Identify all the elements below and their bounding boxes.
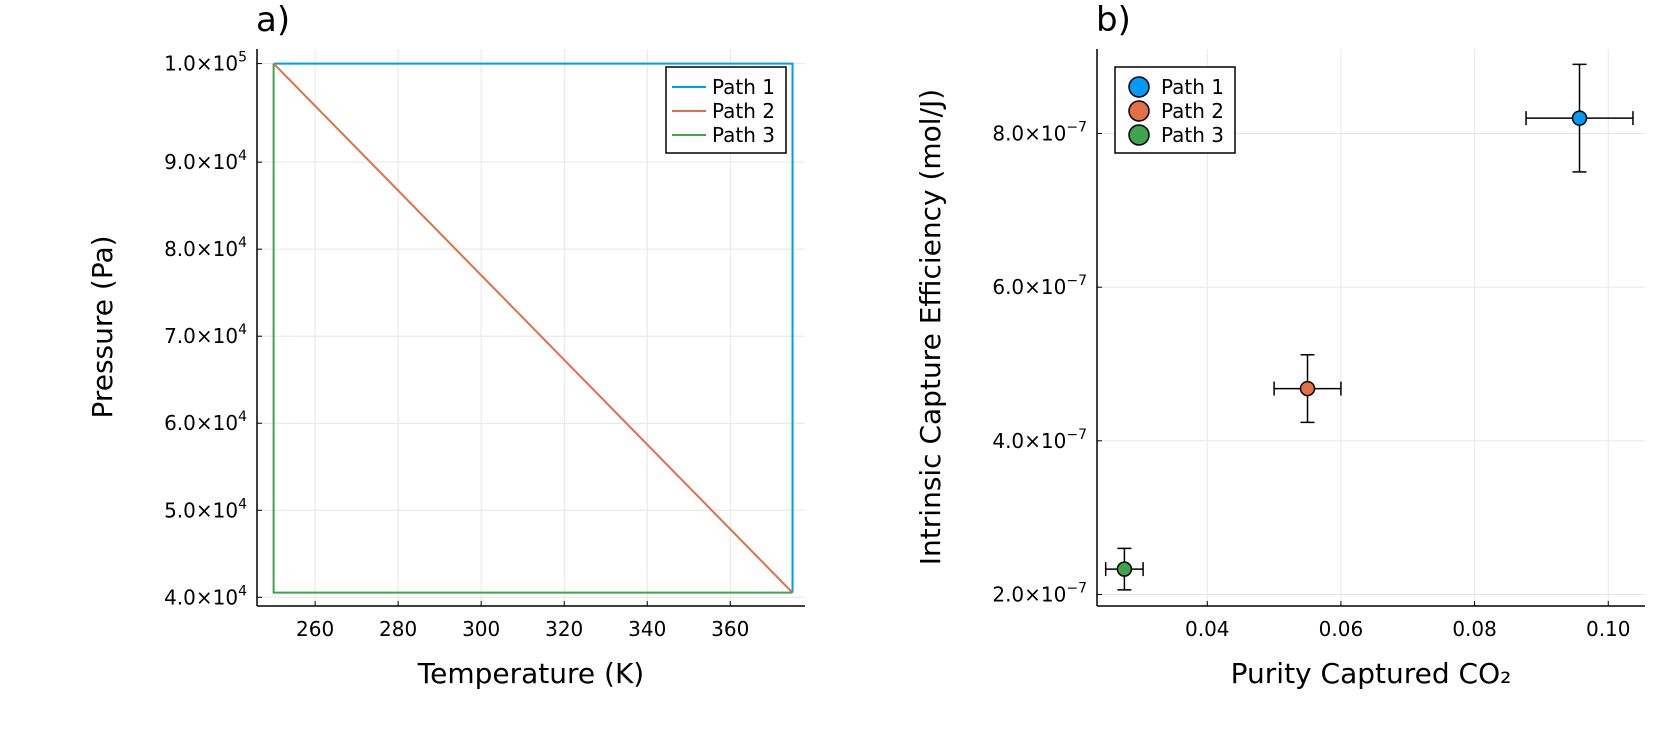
b-y-tick-label: 8.0×10−7 <box>992 120 1087 146</box>
panel-a-x-ticks: 260 280 300 320 340 360 <box>296 601 749 641</box>
a-y-tick-label-mantissa: 5.0×10 <box>164 498 238 522</box>
a-y-tick-label: 7.0×104 <box>164 322 247 348</box>
a-y-tick-label: 8.0×104 <box>164 235 247 261</box>
a-y-tick-label-mantissa: 4.0×10 <box>164 585 238 609</box>
b-x-tick-label: 0.10 <box>1586 617 1631 641</box>
b-y-tick-label: 6.0×10−7 <box>992 273 1087 299</box>
panel-b: b) 0.04 0.06 0.08 0.10 2.0×10−74.0×10−76.0×… <box>914 0 1645 690</box>
b-x-tick-label: 0.06 <box>1319 617 1364 641</box>
b-y-tick-label: 4.0×10−7 <box>992 427 1087 453</box>
a-series-line-2 <box>272 62 794 594</box>
panel-b-series <box>1104 63 1634 591</box>
b-legend-label-3: Path 3 <box>1161 123 1224 147</box>
panel-b-x-label: Purity Captured CO₂ <box>1231 657 1512 690</box>
panel-b-x-ticks: 0.04 0.06 0.08 0.10 <box>1185 601 1631 641</box>
panel-b-label: b) <box>1096 0 1131 40</box>
b-y-tick-label-exponent: −7 <box>1066 120 1087 136</box>
b-point-group-1 <box>1525 63 1634 173</box>
a-y-tick-label-mantissa: 7.0×10 <box>164 324 238 348</box>
b-legend-marker-3 <box>1128 124 1150 146</box>
b-y-tick-label-exponent: −7 <box>1066 580 1087 596</box>
b-legend-marker-2 <box>1128 100 1150 122</box>
a-y-tick-label-exponent: 4 <box>238 409 247 425</box>
a-y-tick-label: 4.0×104 <box>164 583 247 609</box>
b-point-group-2 <box>1273 354 1342 424</box>
panel-a-x-label: Temperature (K) <box>417 657 644 690</box>
a-x-tick-label: 300 <box>462 617 500 641</box>
a-y-tick-label: 6.0×104 <box>164 409 247 435</box>
a-y-tick-label-mantissa: 1.0×10 <box>164 52 238 76</box>
panel-b-y-label: Intrinsic Capture Efficiency (mol/J) <box>914 89 947 565</box>
b-legend-label-2: Path 2 <box>1161 99 1224 123</box>
a-x-tick-label: 360 <box>711 617 749 641</box>
b-y-tick-label-exponent: −7 <box>1066 427 1087 443</box>
b-y-tick-label-exponent: −7 <box>1066 273 1087 289</box>
a-y-tick-label-mantissa: 6.0×10 <box>164 411 238 435</box>
b-legend-marker-1 <box>1128 76 1150 98</box>
a-y-tick-label-mantissa: 8.0×10 <box>164 237 238 261</box>
b-y-tick-label-mantissa: 6.0×10 <box>992 275 1066 299</box>
a-y-tick-label-exponent: 5 <box>238 50 247 66</box>
a-x-tick-label: 340 <box>628 617 666 641</box>
b-legend-label-1: Path 1 <box>1161 75 1224 99</box>
panel-a-y-label: Pressure (Pa) <box>86 235 119 418</box>
a-y-tick-label: 5.0×104 <box>164 496 247 522</box>
a-x-tick-label: 320 <box>545 617 583 641</box>
panel-a-series <box>272 62 794 594</box>
panel-a-label: a) <box>256 0 290 40</box>
b-point-2 <box>1299 380 1316 397</box>
a-legend-label-2: Path 2 <box>712 99 775 123</box>
a-x-tick-label: 260 <box>296 617 334 641</box>
b-point-group-3 <box>1104 547 1144 591</box>
a-series-line-1 <box>273 62 794 593</box>
a-y-tick-label-exponent: 4 <box>238 235 247 251</box>
b-x-tick-label: 0.04 <box>1185 617 1230 641</box>
b-y-tick-label-mantissa: 4.0×10 <box>992 429 1066 453</box>
b-point-1 <box>1571 110 1588 126</box>
panel-a-y-ticks: 4.0×1045.0×1046.0×1047.0×1048.0×1049.0×1… <box>164 50 262 609</box>
a-y-tick-label: 9.0×104 <box>164 148 247 174</box>
a-legend-label-1: Path 1 <box>712 75 775 99</box>
a-y-tick-label-exponent: 4 <box>238 583 247 599</box>
b-y-tick-label-mantissa: 2.0×10 <box>992 582 1066 606</box>
panel-b-grid <box>1097 49 1645 606</box>
a-y-tick-label-mantissa: 9.0×10 <box>164 150 238 174</box>
a-series-line-3 <box>272 63 793 594</box>
a-x-tick-label: 280 <box>379 617 417 641</box>
panel-b-y-ticks: 2.0×10−74.0×10−76.0×10−78.0×10−7 <box>992 120 1102 606</box>
a-y-tick-label-exponent: 4 <box>238 496 247 512</box>
a-y-tick-label: 1.0×105 <box>164 50 247 76</box>
b-y-tick-label-mantissa: 8.0×10 <box>992 122 1066 146</box>
a-legend-label-3: Path 3 <box>712 123 775 147</box>
b-point-3 <box>1116 561 1133 577</box>
b-x-tick-label: 0.08 <box>1452 617 1497 641</box>
b-y-tick-label: 2.0×10−7 <box>992 580 1087 606</box>
a-y-tick-label-exponent: 4 <box>238 322 247 338</box>
a-y-tick-label-exponent: 4 <box>238 148 247 164</box>
panel-a: a) 260 280 300 320 340 360 4.0×1045.0×1046.0×… <box>86 0 805 690</box>
